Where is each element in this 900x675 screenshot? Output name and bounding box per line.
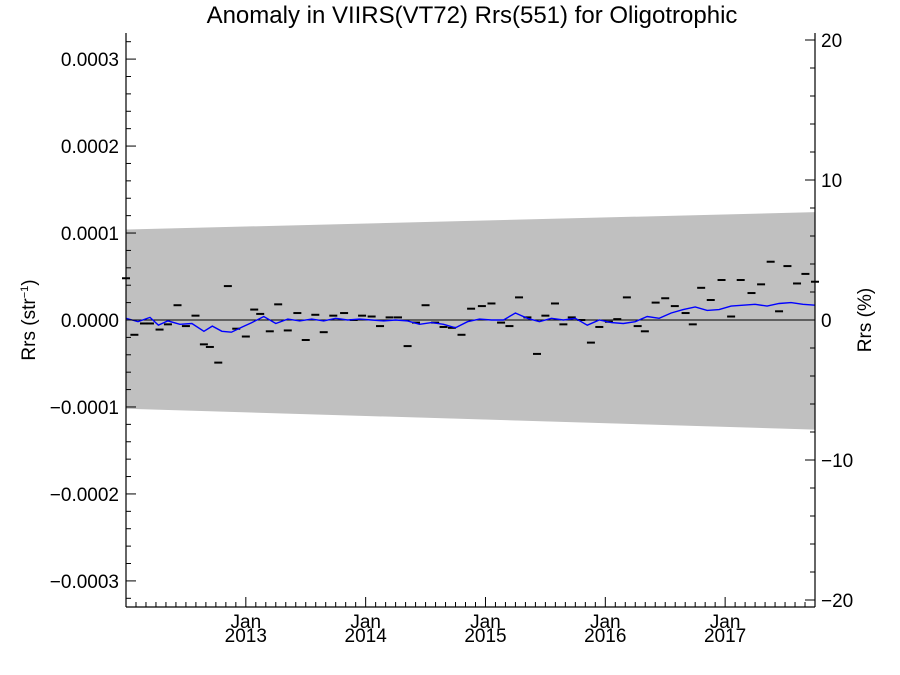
x-tick-label-year: 2013 <box>225 626 267 647</box>
left-tick-label: 0.0002 <box>61 137 119 158</box>
right-tick-label: 20 <box>821 31 842 52</box>
left-tick-label: 0.0001 <box>61 224 119 245</box>
x-tick-label-year: 2016 <box>584 626 626 647</box>
left-tick-label: −0.0001 <box>50 398 119 419</box>
x-tick-label-month: Jan <box>590 612 621 633</box>
x-tick-label-month: Jan <box>231 612 262 633</box>
x-tick-label-month: Jan <box>470 612 501 633</box>
right-tick-label: 10 <box>821 171 842 192</box>
left-tick-label: −0.0003 <box>50 572 119 593</box>
x-tick-label-year: 2014 <box>345 626 388 647</box>
right-tick-label: −20 <box>821 591 853 612</box>
right-tick-label: 0 <box>821 311 832 332</box>
right-tick-label: −10 <box>821 451 853 472</box>
x-tick-label-month: Jan <box>710 612 741 633</box>
smoothed-anomaly-line <box>125 301 816 333</box>
chart-title: Anomaly in VIIRS(VT72) Rrs(551) for Olig… <box>206 2 738 29</box>
left-tick-label: 0.0000 <box>61 311 119 332</box>
left-tick-label: 0.0003 <box>61 50 119 71</box>
x-tick-label-year: 2015 <box>464 626 506 647</box>
x-tick-label-year: 2017 <box>704 626 746 647</box>
x-tick-label-month: Jan <box>350 612 381 633</box>
left-tick-label: −0.0002 <box>50 485 119 506</box>
